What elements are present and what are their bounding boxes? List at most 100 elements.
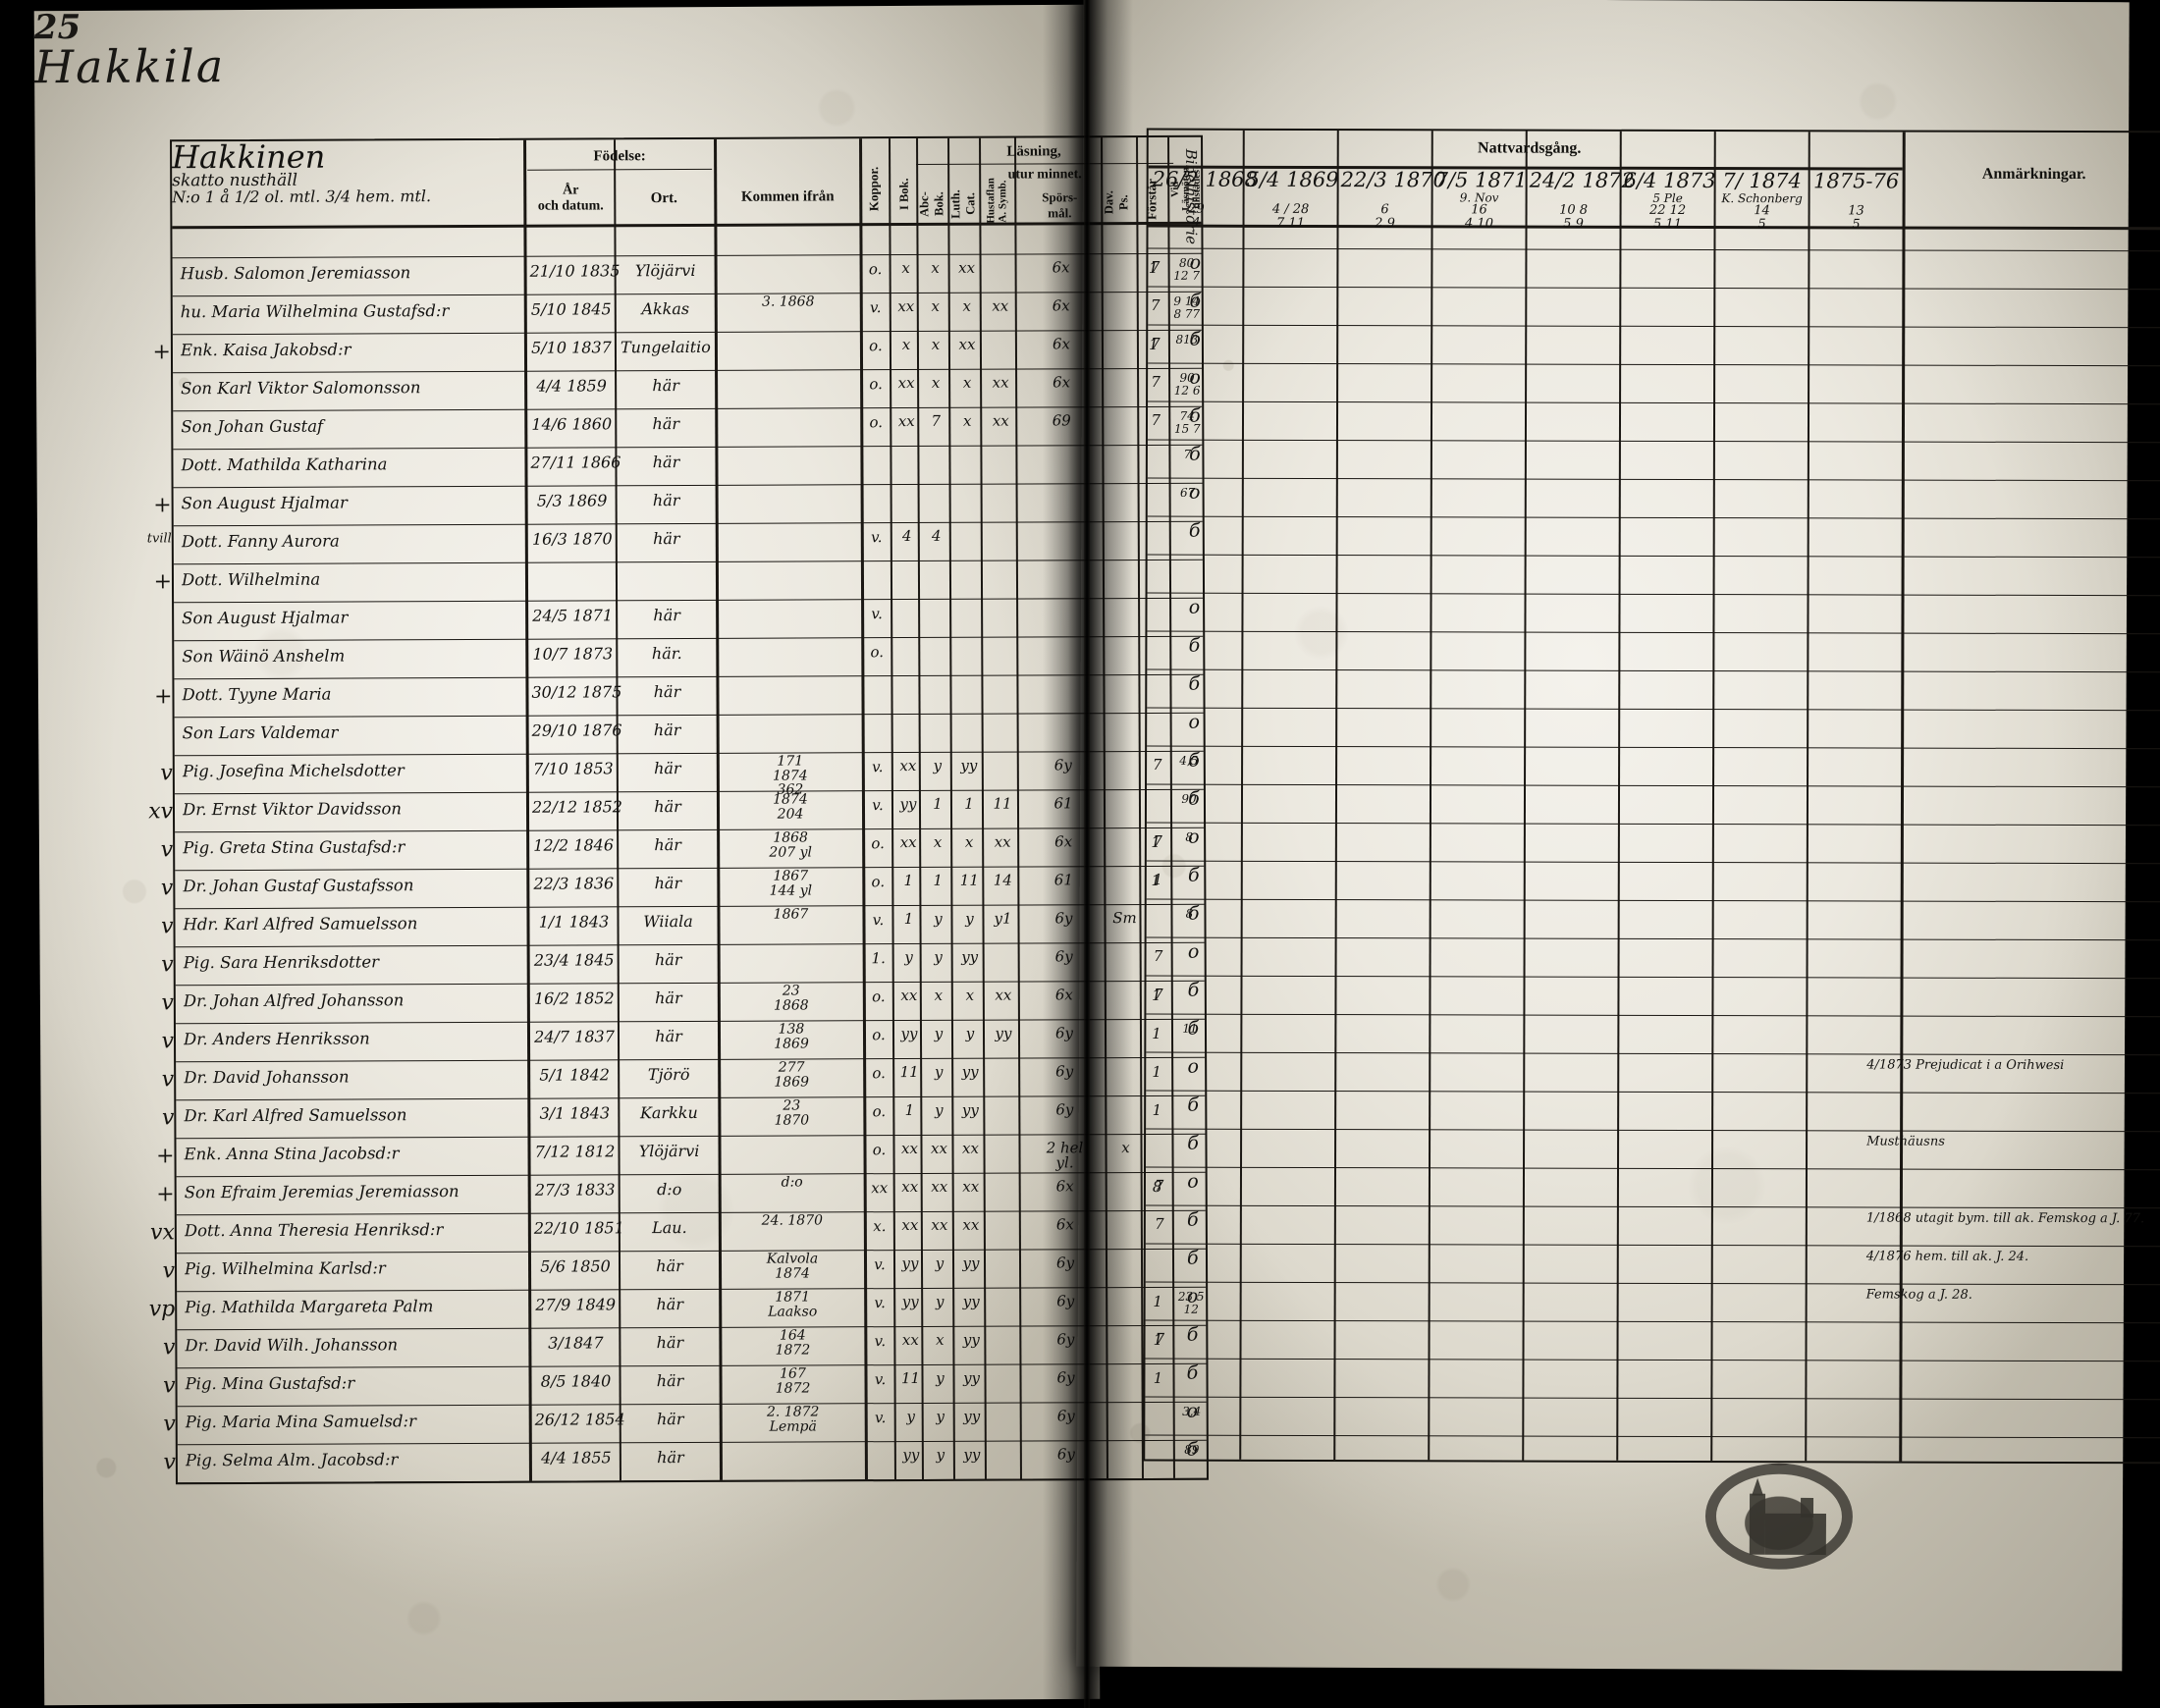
row-rule — [1145, 1204, 2160, 1209]
table-cell: 138 1869 — [774, 1021, 809, 1052]
row-rule — [1146, 1090, 2160, 1094]
reading-mark-cell: 6x — [1053, 373, 1071, 392]
right-table-column-rules — [1149, 130, 2160, 1462]
header-remarks: Anmärkningar. — [1981, 165, 2086, 184]
right-table-rows: oбб4/1867oббo5 40 4/1869б16 533 7/1870oб… — [1149, 131, 2160, 1461]
row-rule — [1146, 936, 2160, 941]
table-cell: 5/3 1869 — [536, 491, 608, 510]
table-cell: Wiiala — [643, 911, 693, 932]
row-rule — [177, 1439, 1207, 1446]
row-rule — [174, 635, 1204, 642]
table-cell: o. — [869, 375, 883, 394]
reading-mark-cell: y — [965, 1024, 975, 1042]
row-rule — [175, 1018, 1205, 1025]
reading-mark-cell: y — [965, 909, 974, 928]
reading-mark-cell: yy — [960, 756, 978, 774]
header-smallpox: Koppor. — [866, 166, 882, 211]
table-cell: här — [653, 721, 681, 740]
table-cell: 22/12 1852 — [531, 797, 622, 817]
communion-mark: б — [1188, 634, 1201, 657]
header-hustafla-symbol: Hustaflan A. Symb. — [985, 178, 1009, 224]
table-cell: v. — [874, 1370, 887, 1389]
row-rule — [1148, 362, 2160, 367]
row-rule — [173, 405, 1203, 412]
table-cell: 7/10 1853 — [532, 759, 614, 778]
row-rule — [175, 980, 1205, 987]
table-cell: 27/9 1849 — [535, 1295, 617, 1314]
reading-mark-cell: 2 hel yl. — [1046, 1139, 1084, 1172]
header-birth-group: Födelse: — [593, 147, 646, 164]
reading-mark-cell: 6y — [1054, 947, 1073, 966]
row-rule — [175, 903, 1205, 910]
row-rule — [173, 520, 1203, 527]
person-name-cell: Dott. Fanny Aurora — [181, 532, 340, 551]
table-cell: Tjörö — [647, 1065, 690, 1085]
person-name-cell: Pig. Selma Alm. Jacobsd:r — [185, 1451, 399, 1469]
reading-mark-cell: yy — [901, 1254, 919, 1273]
margin-mark: v — [163, 1450, 176, 1475]
table-cell: 164 1872 — [775, 1327, 811, 1359]
remark-cell: 4/1873 Prejudicat i a Orihwesi — [1866, 1058, 2065, 1073]
table-cell: 8/5 1840 — [540, 1371, 612, 1391]
reading-mark-cell: x — [931, 296, 941, 315]
reading-mark-cell: 6y — [1054, 909, 1073, 928]
row-rule — [1147, 707, 2160, 712]
row-rule — [175, 941, 1205, 948]
margin-mark: v — [161, 952, 174, 978]
reading-mark-cell: yy — [963, 1407, 981, 1425]
seal-church-nave-icon — [1764, 1513, 1826, 1555]
table-cell: 1. — [871, 949, 886, 968]
left-header-bottom-rule — [172, 221, 1202, 229]
reading-mark-cell: y — [904, 948, 913, 967]
column-rule — [1428, 131, 1433, 1461]
margin-mark: v — [161, 1029, 175, 1054]
margin-mark: v — [161, 914, 174, 939]
table-cell: o. — [872, 1102, 887, 1121]
reading-mark-cell: xx — [897, 373, 915, 393]
table-cell: 1868 207 yl — [769, 829, 813, 861]
table-cell: 4/4 1855 — [541, 1448, 612, 1468]
communion-year-header: 26/2 1868 — [1152, 167, 1258, 191]
reading-mark-cell: x — [901, 259, 910, 278]
communion-mark: б — [1186, 1361, 1199, 1384]
table-cell: Karkku — [639, 1102, 698, 1123]
table-cell: o. — [872, 1026, 886, 1044]
remark-cell: Musthäusns — [1866, 1135, 1945, 1149]
remark-cell: 4/1876 hem. till ak. J. 24. — [1865, 1250, 2029, 1264]
reading-mark-cell: 6x — [1052, 335, 1070, 353]
communion-mark: б — [1189, 443, 1201, 465]
table-cell: här — [654, 874, 682, 893]
communion-mark: o — [1186, 1400, 1199, 1422]
reading-mark-cell: xx — [962, 1215, 980, 1234]
reading-mark-cell: 6x — [1052, 296, 1070, 315]
reading-mark-cell: 1 — [964, 794, 974, 813]
table-cell: Lau. — [652, 1218, 687, 1238]
reading-mark-cell: xx — [931, 1215, 948, 1234]
table-cell: här — [657, 1448, 684, 1468]
person-name-cell: Dr. David Johansson — [184, 1068, 350, 1087]
table-cell: o. — [869, 337, 883, 355]
table-cell: o. — [872, 1141, 887, 1159]
table-cell: x. — [873, 1217, 887, 1236]
row-rule — [174, 750, 1204, 757]
communion-mark: б — [1189, 404, 1201, 427]
communion-mark: б — [1187, 979, 1200, 1001]
table-cell: 1871 Laakso — [768, 1289, 818, 1320]
header-abc-book: Abc-Bok. — [917, 191, 946, 217]
reading-mark-cell: y — [934, 1024, 944, 1042]
reading-mark-cell: 11 — [899, 1062, 919, 1082]
reading-mark-cell: y — [934, 909, 943, 928]
margin-mark: v — [160, 761, 173, 786]
table-cell: 3/1 1843 — [539, 1103, 611, 1123]
header-birth-place: Ort. — [650, 189, 677, 206]
table-cell: här — [656, 1256, 683, 1276]
reading-mark-cell: xx — [992, 373, 1009, 392]
table-cell: här — [654, 835, 681, 855]
reading-mark-cell: 6y — [1055, 1100, 1074, 1119]
table-cell: v. — [872, 911, 885, 930]
remark-cell: Femskog a J. 28. — [1865, 1288, 1972, 1303]
communion-mark: б — [1186, 1247, 1199, 1269]
header-david-psalms: Dav. Ps. — [1102, 190, 1131, 215]
margin-mark: vx — [149, 1220, 175, 1246]
